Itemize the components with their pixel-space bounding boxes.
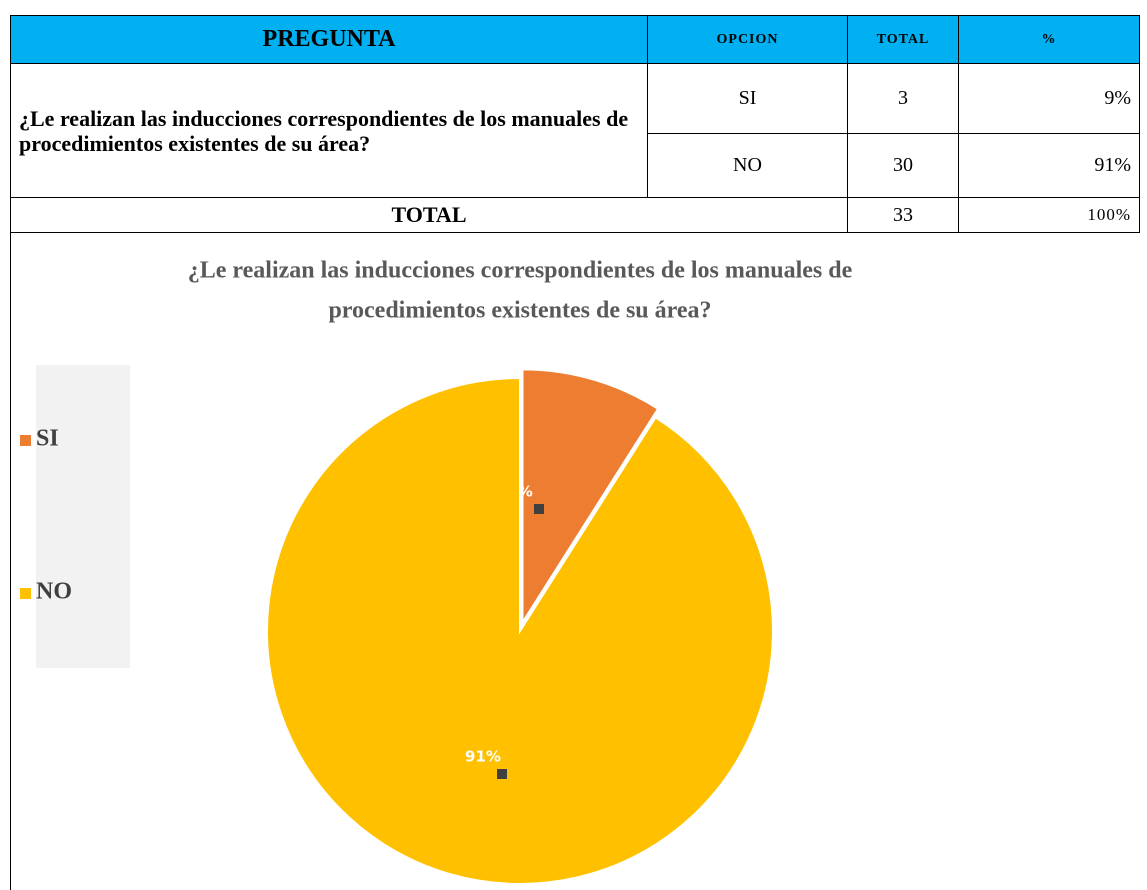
chart-title: procedimientos existentes de su área? [328,298,711,324]
legend-label: NO [36,579,72,605]
header-cell: OPCION [647,15,848,64]
cell: SI [647,63,848,134]
legend-swatch [20,435,31,446]
label-marker [497,769,507,779]
legend-box [36,365,130,668]
cell: 9% [958,63,1140,134]
cell: 3 [847,63,959,134]
pie-slice [266,376,774,885]
cell: 33 [847,197,959,233]
total-row: TOTAL 33 100% [10,197,1140,233]
cell: TOTAL [10,197,848,233]
cell: 91% [958,133,1140,198]
header-cell: PREGUNTA [10,15,648,64]
question-cell: ¿Le realizan las inducciones correspondi… [10,63,648,198]
legend-swatch [20,588,31,599]
frame-line [10,233,11,890]
header-row: PREGUNTA OPCION TOTAL % [10,15,1140,64]
legend-label: SI [36,426,59,452]
cell: 100% [958,197,1140,233]
pie-slice [521,368,660,626]
row: NO 30 91% [11,133,1140,198]
data-label: 91% [465,748,501,766]
header-cell: % [958,15,1140,64]
label-marker [534,504,544,514]
chart-title: ¿Le realizan las inducciones correspondi… [188,258,853,284]
cell: NO [647,133,848,198]
data-table: PREGUNTA OPCION TOTAL % ¿Le realizan las… [10,15,1140,233]
row: ¿Le realizan las inducciones correspondi… [10,63,1140,198]
